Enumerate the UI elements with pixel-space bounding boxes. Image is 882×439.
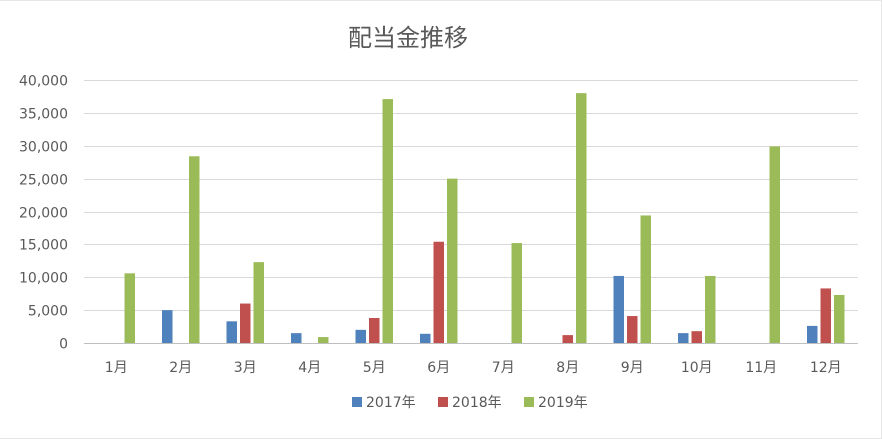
y-tick-label: 0 <box>59 337 68 353</box>
bar-2018年-12月[interactable] <box>820 288 832 343</box>
bar-series <box>124 93 845 344</box>
chart-title: 配当金推移 <box>348 24 468 52</box>
y-tick-label: 35,000 <box>19 107 68 123</box>
bar-2017年-3月[interactable] <box>226 321 238 343</box>
x-tick-label: 3月 <box>234 360 257 376</box>
legend-swatch <box>352 397 362 407</box>
x-tick-label: 2月 <box>169 360 192 376</box>
bar-2019年-5月[interactable] <box>382 99 394 343</box>
legend-entry[interactable]: 2018年 <box>452 395 502 411</box>
y-tick-label: 20,000 <box>19 206 68 222</box>
bar-2018年-6月[interactable] <box>433 241 445 343</box>
bar-2017年-5月[interactable] <box>355 329 367 343</box>
y-gridlines <box>84 80 858 344</box>
bar-2017年-10月[interactable] <box>678 333 689 343</box>
y-axis-tick-labels: 0 5,000 10,000 15,000 20,000 25,000 30,000 35,0… <box>19 74 68 353</box>
bar-2017年-6月[interactable] <box>420 333 431 343</box>
bar-2018年-9月[interactable] <box>627 316 638 343</box>
x-axis-tick-labels: 1月 2月 3月 4月 5月 6月 7月 8月 9月 10月 11月 12月 <box>105 360 842 376</box>
bar-2019年-4月[interactable] <box>318 337 329 343</box>
bar-2019年-11月[interactable] <box>769 146 781 343</box>
bar-2019年-8月[interactable] <box>576 93 587 344</box>
x-tick-label: 6月 <box>427 360 450 376</box>
bar-2018年-8月[interactable] <box>562 335 574 343</box>
x-tick-label: 11月 <box>745 360 777 376</box>
bar-2017年-4月[interactable] <box>291 333 302 343</box>
bar-2019年-7月[interactable] <box>511 243 523 343</box>
bar-2019年-9月[interactable] <box>640 215 652 343</box>
bar-2019年-1月[interactable] <box>124 273 136 343</box>
x-tick-label: 5月 <box>363 360 386 376</box>
bar-2018年-10月[interactable] <box>691 331 703 343</box>
y-tick-label: 30,000 <box>19 140 68 156</box>
bar-2018年-5月[interactable] <box>369 318 380 343</box>
y-tick-label: 15,000 <box>19 238 68 254</box>
y-tick-label: 25,000 <box>19 173 68 189</box>
x-tick-label: 9月 <box>621 360 644 376</box>
x-tick-label: 8月 <box>556 360 579 376</box>
bar-2017年-9月[interactable] <box>613 275 625 343</box>
legend-swatch <box>524 397 534 407</box>
x-tick-label: 7月 <box>492 360 515 376</box>
bar-2018年-3月[interactable] <box>240 303 251 343</box>
legend-entry[interactable]: 2019年 <box>538 395 588 411</box>
bar-2019年-6月[interactable] <box>447 178 458 344</box>
y-tick-label: 10,000 <box>19 271 68 287</box>
bar-2019年-12月[interactable] <box>834 295 845 343</box>
bar-2019年-3月[interactable] <box>253 262 265 343</box>
bar-2019年-10月[interactable] <box>705 275 716 343</box>
legend: 2017年 2018年 2019年 <box>352 395 588 411</box>
bar-2019年-2月[interactable] <box>189 156 200 343</box>
x-tick-label: 1月 <box>105 360 128 376</box>
bar-2017年-2月[interactable] <box>162 310 173 344</box>
y-tick-label: 5,000 <box>28 304 68 320</box>
legend-entry[interactable]: 2017年 <box>366 395 416 411</box>
x-tick-label: 12月 <box>810 360 842 376</box>
bar-2017年-12月[interactable] <box>807 325 818 343</box>
x-tick-label: 4月 <box>298 360 321 376</box>
legend-swatch <box>438 397 448 407</box>
y-tick-label: 40,000 <box>19 74 68 90</box>
x-tick-label: 10月 <box>681 360 713 376</box>
